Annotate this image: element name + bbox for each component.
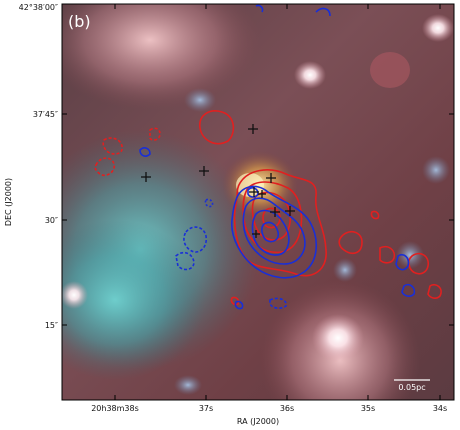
source-marker <box>258 190 266 198</box>
y-tick-label: 37′45″ <box>33 110 58 119</box>
x-tick-label: 20h38m38s <box>91 404 139 413</box>
panel-label: (b) <box>68 12 91 31</box>
x-tick-label: 34s <box>433 404 447 413</box>
source-marker <box>285 206 295 216</box>
source-marker <box>270 207 280 217</box>
y-tick-label: 30″ <box>45 216 58 225</box>
x-tick-label: 35s <box>361 404 375 413</box>
source-marker <box>266 173 276 183</box>
scale-bar-label: 0.05pc <box>398 383 425 392</box>
plot-frame <box>61 3 455 401</box>
sky-image <box>62 4 454 400</box>
source-marker <box>249 187 259 197</box>
source-marker <box>199 166 209 176</box>
y-ticks <box>62 3 454 326</box>
y-tick-label: 15″ <box>45 321 58 330</box>
source-marker <box>252 230 260 238</box>
x-tick-label: 36s <box>280 404 294 413</box>
y-axis-title: DEC (J2000) <box>4 178 13 226</box>
x-tick-label: 37s <box>199 404 213 413</box>
scale-bar: 0.05pc <box>394 379 430 392</box>
source-marker <box>141 172 151 182</box>
x-axis-title: RA (J2000) <box>237 417 279 426</box>
source-marker <box>248 124 258 134</box>
blue-contours <box>139 4 416 310</box>
source-markers <box>141 124 295 238</box>
y-tick-label: 42°38′00″ <box>19 3 58 12</box>
x-ticks <box>114 4 441 400</box>
